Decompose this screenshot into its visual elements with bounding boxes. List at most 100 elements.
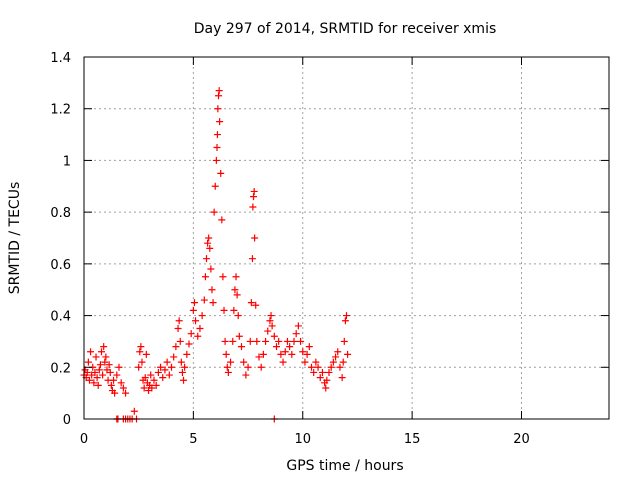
data-point-marker <box>208 286 216 294</box>
data-point-marker <box>341 317 349 325</box>
y-tick-label: 0.8 <box>50 206 71 221</box>
data-point-marker <box>137 343 145 351</box>
data-point-marker <box>217 169 225 177</box>
data-point-marker <box>338 374 346 382</box>
data-point-marker <box>290 337 298 345</box>
data-point-marker <box>200 296 208 304</box>
data-point-marker <box>235 332 243 340</box>
data-point-marker <box>299 348 307 356</box>
data-point-marker <box>106 368 114 376</box>
data-point-marker <box>344 350 352 358</box>
x-tick-label: 5 <box>189 432 197 447</box>
data-point-marker <box>215 92 223 100</box>
data-point-marker <box>253 337 261 345</box>
data-point-marker <box>218 216 226 224</box>
data-point-marker <box>246 337 254 345</box>
data-point-marker <box>168 363 175 371</box>
data-point-marker <box>159 374 167 382</box>
data-point-marker <box>105 361 113 369</box>
data-point-marker <box>196 325 204 332</box>
data-point-marker <box>147 371 155 379</box>
data-point-marker <box>207 265 215 273</box>
data-point-marker <box>157 363 165 371</box>
data-point-marker <box>214 105 222 113</box>
data-point-marker <box>201 273 209 281</box>
data-point-marker <box>222 350 230 358</box>
data-point-marker <box>99 371 107 379</box>
data-point-marker <box>227 358 235 366</box>
data-point-marker <box>135 363 143 371</box>
x-axis-title: GPS time / hours <box>286 458 403 474</box>
data-point-marker <box>250 193 258 201</box>
data-point-marker <box>140 384 148 392</box>
data-point-marker <box>329 358 337 366</box>
data-point-marker <box>154 368 162 376</box>
data-point-marker <box>100 343 108 351</box>
data-point-marker <box>150 376 158 384</box>
data-point-marker <box>275 337 283 345</box>
data-point-marker <box>170 353 178 361</box>
data-point-marker <box>318 368 326 376</box>
data-point-marker <box>343 312 350 320</box>
data-point-marker <box>211 182 219 190</box>
data-point-marker <box>303 350 311 358</box>
data-point-marker <box>185 340 193 348</box>
data-point-marker <box>257 363 265 371</box>
data-point-marker <box>93 374 101 382</box>
data-point-marker <box>90 379 98 387</box>
data-point-marker <box>332 353 340 361</box>
data-point-marker <box>292 330 300 338</box>
data-point-marker <box>180 376 188 384</box>
data-point-marker <box>110 376 118 384</box>
data-point-marker <box>92 353 100 361</box>
data-point-marker <box>189 306 197 314</box>
data-point-marker <box>177 358 185 366</box>
data-point-marker <box>219 273 227 281</box>
data-point-marker <box>288 350 296 358</box>
data-point-marker <box>305 343 313 351</box>
data-point-marker <box>209 299 217 307</box>
y-tick-label: 0.2 <box>50 361 71 376</box>
data-point-marker <box>161 366 169 374</box>
data-point-marker <box>221 337 229 345</box>
data-point-marker <box>223 363 231 371</box>
data-point-marker <box>215 87 223 95</box>
data-point-marker <box>163 358 171 366</box>
axis-ticks <box>83 56 609 420</box>
data-point-marker <box>286 343 294 351</box>
data-point-marker <box>190 299 198 307</box>
data-point-marker <box>273 343 280 351</box>
data-point-marker <box>178 368 186 376</box>
data-point-marker <box>194 332 202 340</box>
data-point-marker <box>250 187 258 195</box>
y-axis-title: SRMTID / TECUs <box>7 182 23 295</box>
data-point-marker <box>264 327 272 335</box>
data-point-marker <box>277 350 285 358</box>
data-point-marker <box>230 306 238 314</box>
data-point-marker <box>322 384 330 392</box>
data-point-marker <box>213 131 221 139</box>
data-points <box>80 87 352 423</box>
data-point-marker <box>238 343 245 351</box>
data-point-marker <box>301 358 309 366</box>
data-point-marker <box>176 337 184 345</box>
data-point-marker <box>234 312 242 320</box>
data-point-marker <box>192 317 200 325</box>
data-point-marker <box>142 350 150 358</box>
data-point-marker <box>101 358 109 366</box>
data-point-marker <box>148 384 156 392</box>
data-point-marker <box>165 371 173 379</box>
y-tick-label: 1 <box>63 154 71 169</box>
data-point-marker <box>85 376 93 384</box>
data-point-marker <box>213 144 221 151</box>
data-point-marker <box>203 255 210 263</box>
data-point-marker <box>244 363 252 371</box>
data-point-marker <box>255 353 263 361</box>
x-tick-label: 10 <box>294 432 311 447</box>
chart-title: Day 297 of 2014, SRMTID for receiver xmi… <box>194 21 497 37</box>
data-point-marker <box>172 343 180 351</box>
data-point-marker <box>312 358 320 366</box>
data-point-marker <box>212 156 220 164</box>
